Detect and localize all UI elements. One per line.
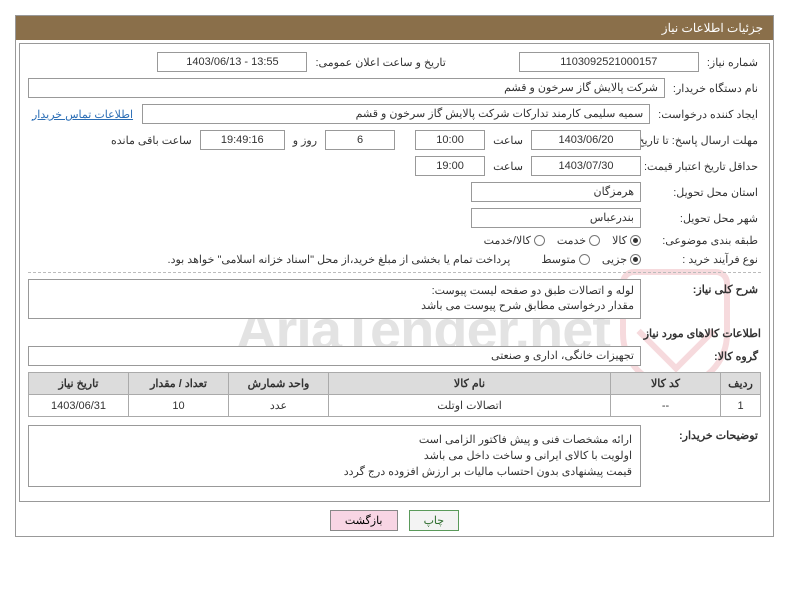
time-remaining: 19:49:16 [200, 130, 285, 150]
row-price-validity: حداقل تاریخ اعتبار قیمت: تا تاریخ: 1403/… [28, 156, 761, 176]
td-unit: عدد [229, 395, 329, 417]
print-button[interactable]: چاپ [409, 510, 460, 531]
price-valid-time: 19:00 [415, 156, 485, 176]
city-value: بندرعباس [471, 208, 641, 228]
title-text: جزئیات اطلاعات نیاز [662, 21, 763, 35]
buy-process-label: نوع فرآیند خرید : [646, 253, 761, 266]
items-section-label: اطلاعات کالاهای مورد نیاز [28, 327, 761, 340]
requester-label: ایجاد کننده درخواست: [655, 108, 761, 121]
th-unit: واحد شمارش [229, 373, 329, 395]
process-radio-group: جزیی متوسط [541, 253, 641, 266]
td-name: اتصالات اوتلت [329, 395, 611, 417]
content-panel: AriaTender.net شماره نیاز: 1103092521000… [19, 43, 770, 502]
row-province: استان محل تحویل: هرمزگان [28, 182, 761, 202]
row-buyer-notes: توضیحات خریدار: ارائه مشخصات فنی و پیش ف… [28, 425, 761, 487]
summary-label: شرح کلی نیاز: [646, 279, 761, 296]
row-requester: ایجاد کننده درخواست: سمیه سلیمی کارمند ت… [28, 104, 761, 124]
buyer-notes-box: ارائه مشخصات فنی و پیش فاکتور الزامی است… [28, 425, 641, 487]
radio-medium-dot [579, 254, 590, 265]
td-qty: 10 [129, 395, 229, 417]
remaining-label: ساعت باقی مانده [108, 134, 195, 147]
category-label: طبقه بندی موضوعی: [646, 234, 761, 247]
row-buy-process: نوع فرآیند خرید : جزیی متوسط پرداخت تمام… [28, 253, 761, 266]
row-reply-deadline: مهلت ارسال پاسخ: تا تاریخ: 1403/06/20 سا… [28, 130, 761, 150]
hour-label-1: ساعت [490, 134, 526, 147]
radio-partial-dot [630, 254, 641, 265]
title-bar: جزئیات اطلاعات نیاز [16, 16, 773, 40]
buyer-notes-label: توضیحات خریدار: [646, 425, 761, 442]
need-number-label: شماره نیاز: [704, 56, 761, 69]
row-buyer-org: نام دستگاه خریدار: شرکت پالایش گاز سرخون… [28, 78, 761, 98]
radio-goods-service[interactable]: کالا/خدمت [484, 234, 545, 247]
note-line3: قیمت پیشنهادی بدون احتساب مالیات بر ارزش… [37, 464, 632, 480]
goods-group-label: گروه کالا: [646, 350, 761, 363]
category-radio-group: کالا خدمت کالا/خدمت [484, 234, 641, 247]
radio-service-label: خدمت [557, 234, 586, 247]
td-row: 1 [721, 395, 761, 417]
button-row: چاپ بازگشت [19, 502, 770, 533]
th-qty: تعداد / مقدار [129, 373, 229, 395]
summary-text: لوله و اتصالات طبق دو صفحه لیست پیوست: م… [28, 279, 641, 319]
row-category: طبقه بندی موضوعی: کالا خدمت کالا/خدمت [28, 234, 761, 247]
window-frame: جزئیات اطلاعات نیاز AriaTender.net شماره… [15, 15, 774, 537]
days-remaining: 6 [325, 130, 395, 150]
radio-goods-service-label: کالا/خدمت [484, 234, 531, 247]
row-need-number: شماره نیاز: 1103092521000157 تاریخ و ساع… [28, 52, 761, 72]
price-valid-date: 1403/07/30 [531, 156, 641, 176]
radio-goods[interactable]: کالا [612, 234, 641, 247]
buyer-org-label: نام دستگاه خریدار: [670, 82, 761, 95]
announce-value: 1403/06/13 - 13:55 [157, 52, 307, 72]
need-number-value: 1103092521000157 [519, 52, 699, 72]
table-row: 1 -- اتصالات اوتلت عدد 10 1403/06/31 [29, 395, 761, 417]
row-city: شهر محل تحویل: بندرعباس [28, 208, 761, 228]
radio-goods-dot [630, 235, 641, 246]
back-button[interactable]: بازگشت [330, 510, 398, 531]
radio-goods-label: کالا [612, 234, 627, 247]
goods-group-value: تجهیزات خانگی، اداری و صنعتی [28, 346, 641, 366]
radio-partial-label: جزیی [602, 253, 627, 266]
radio-goods-service-dot [534, 235, 545, 246]
th-code: کد کالا [611, 373, 721, 395]
radio-partial[interactable]: جزیی [602, 253, 641, 266]
radio-service-dot [589, 235, 600, 246]
province-value: هرمزگان [471, 182, 641, 202]
th-name: نام کالا [329, 373, 611, 395]
reply-deadline-label: مهلت ارسال پاسخ: تا تاریخ: [646, 134, 761, 147]
days-and-label: روز و [290, 134, 320, 147]
items-table: ردیف کد کالا نام کالا واحد شمارش تعداد /… [28, 372, 761, 417]
radio-medium-label: متوسط [541, 253, 576, 266]
radio-medium[interactable]: متوسط [541, 253, 590, 266]
reply-deadline-time: 10:00 [415, 130, 485, 150]
hour-label-2: ساعت [490, 160, 526, 173]
td-code: -- [611, 395, 721, 417]
row-goods-group: گروه کالا: تجهیزات خانگی، اداری و صنعتی [28, 346, 761, 366]
note-line2: اولویت با کالای ایرانی و ساخت داخل می با… [37, 448, 632, 464]
reply-deadline-date: 1403/06/20 [531, 130, 641, 150]
summary-line1: لوله و اتصالات طبق دو صفحه لیست پیوست: [35, 284, 634, 299]
buyer-contact-link[interactable]: اطلاعات تماس خریدار [28, 108, 137, 121]
announce-label: تاریخ و ساعت اعلان عمومی: [312, 56, 448, 69]
radio-service[interactable]: خدمت [557, 234, 600, 247]
summary-line2: مقدار درخواستی مطابق شرح پیوست می باشد [35, 299, 634, 314]
process-note: پرداخت تمام یا بخشی از مبلغ خرید،از محل … [165, 253, 514, 266]
th-row: ردیف [721, 373, 761, 395]
th-need-date: تاریخ نیاز [29, 373, 129, 395]
buyer-org-value: شرکت پالایش گاز سرخون و قشم [28, 78, 665, 98]
province-label: استان محل تحویل: [646, 186, 761, 199]
price-valid-label: حداقل تاریخ اعتبار قیمت: تا تاریخ: [646, 160, 761, 173]
table-header-row: ردیف کد کالا نام کالا واحد شمارش تعداد /… [29, 373, 761, 395]
requester-value: سمیه سلیمی کارمند تدارکات شرکت پالایش گا… [142, 104, 650, 124]
note-line1: ارائه مشخصات فنی و پیش فاکتور الزامی است [37, 432, 632, 448]
td-need-date: 1403/06/31 [29, 395, 129, 417]
city-label: شهر محل تحویل: [646, 212, 761, 225]
row-summary: شرح کلی نیاز: لوله و اتصالات طبق دو صفحه… [28, 279, 761, 319]
